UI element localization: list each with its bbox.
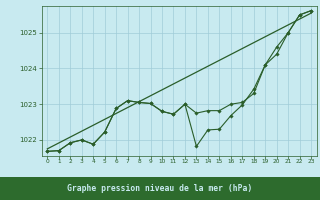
Text: Graphe pression niveau de la mer (hPa): Graphe pression niveau de la mer (hPa) [68,184,252,193]
